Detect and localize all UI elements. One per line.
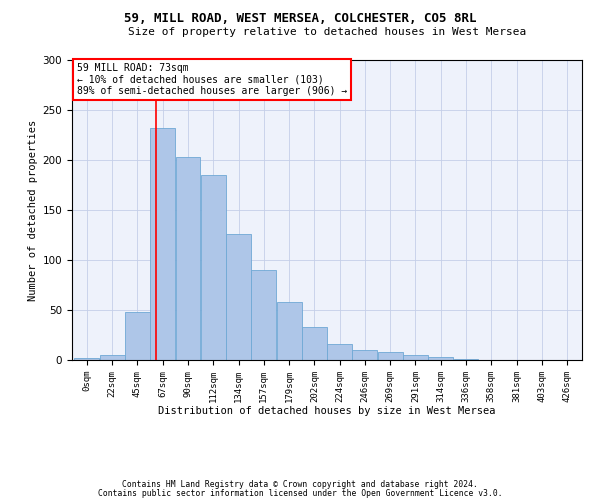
Text: 59 MILL ROAD: 73sqm
← 10% of detached houses are smaller (103)
89% of semi-detac: 59 MILL ROAD: 73sqm ← 10% of detached ho… <box>77 63 347 96</box>
Bar <box>277 302 302 360</box>
Bar <box>378 352 403 360</box>
Bar <box>201 175 226 360</box>
Bar <box>125 312 150 360</box>
Bar <box>226 234 251 360</box>
Bar <box>428 357 453 360</box>
Bar <box>100 355 125 360</box>
Text: Contains HM Land Registry data © Crown copyright and database right 2024.: Contains HM Land Registry data © Crown c… <box>122 480 478 489</box>
Bar <box>251 270 276 360</box>
X-axis label: Distribution of detached houses by size in West Mersea: Distribution of detached houses by size … <box>158 406 496 416</box>
Text: Contains public sector information licensed under the Open Government Licence v3: Contains public sector information licen… <box>98 488 502 498</box>
Bar <box>176 157 200 360</box>
Bar <box>327 344 352 360</box>
Bar <box>454 359 478 360</box>
Bar <box>74 358 100 360</box>
Bar <box>302 327 327 360</box>
Bar <box>403 355 428 360</box>
Title: Size of property relative to detached houses in West Mersea: Size of property relative to detached ho… <box>128 27 526 37</box>
Bar <box>352 350 377 360</box>
Text: 59, MILL ROAD, WEST MERSEA, COLCHESTER, CO5 8RL: 59, MILL ROAD, WEST MERSEA, COLCHESTER, … <box>124 12 476 26</box>
Bar <box>150 128 175 360</box>
Y-axis label: Number of detached properties: Number of detached properties <box>28 120 38 300</box>
